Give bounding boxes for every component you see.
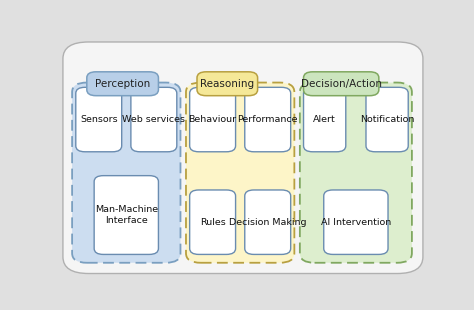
Text: Reasoning: Reasoning: [200, 79, 255, 89]
Text: Notification: Notification: [360, 115, 414, 124]
Text: Decision Making: Decision Making: [229, 218, 307, 227]
Text: Performance: Performance: [237, 115, 298, 124]
Text: Decision/Action: Decision/Action: [301, 79, 382, 89]
FancyBboxPatch shape: [300, 82, 412, 263]
FancyBboxPatch shape: [245, 87, 291, 152]
Text: Web services: Web services: [122, 115, 185, 124]
Text: Rules: Rules: [200, 218, 226, 227]
FancyBboxPatch shape: [303, 72, 379, 96]
FancyBboxPatch shape: [87, 72, 158, 96]
FancyBboxPatch shape: [197, 72, 258, 96]
Text: Man-Machine
Interface: Man-Machine Interface: [95, 205, 158, 225]
FancyBboxPatch shape: [190, 190, 236, 255]
FancyBboxPatch shape: [324, 190, 388, 255]
FancyBboxPatch shape: [190, 87, 236, 152]
FancyBboxPatch shape: [303, 87, 346, 152]
FancyBboxPatch shape: [94, 176, 158, 255]
FancyBboxPatch shape: [72, 82, 181, 263]
Text: AI Intervention: AI Intervention: [321, 218, 391, 227]
Text: Alert: Alert: [313, 115, 336, 124]
FancyBboxPatch shape: [366, 87, 408, 152]
FancyBboxPatch shape: [76, 87, 122, 152]
Text: Behaviour: Behaviour: [189, 115, 237, 124]
Text: Perception: Perception: [95, 79, 150, 89]
Text: Sensors: Sensors: [80, 115, 118, 124]
FancyBboxPatch shape: [245, 190, 291, 255]
FancyBboxPatch shape: [186, 82, 294, 263]
FancyBboxPatch shape: [131, 87, 177, 152]
FancyBboxPatch shape: [63, 42, 423, 273]
